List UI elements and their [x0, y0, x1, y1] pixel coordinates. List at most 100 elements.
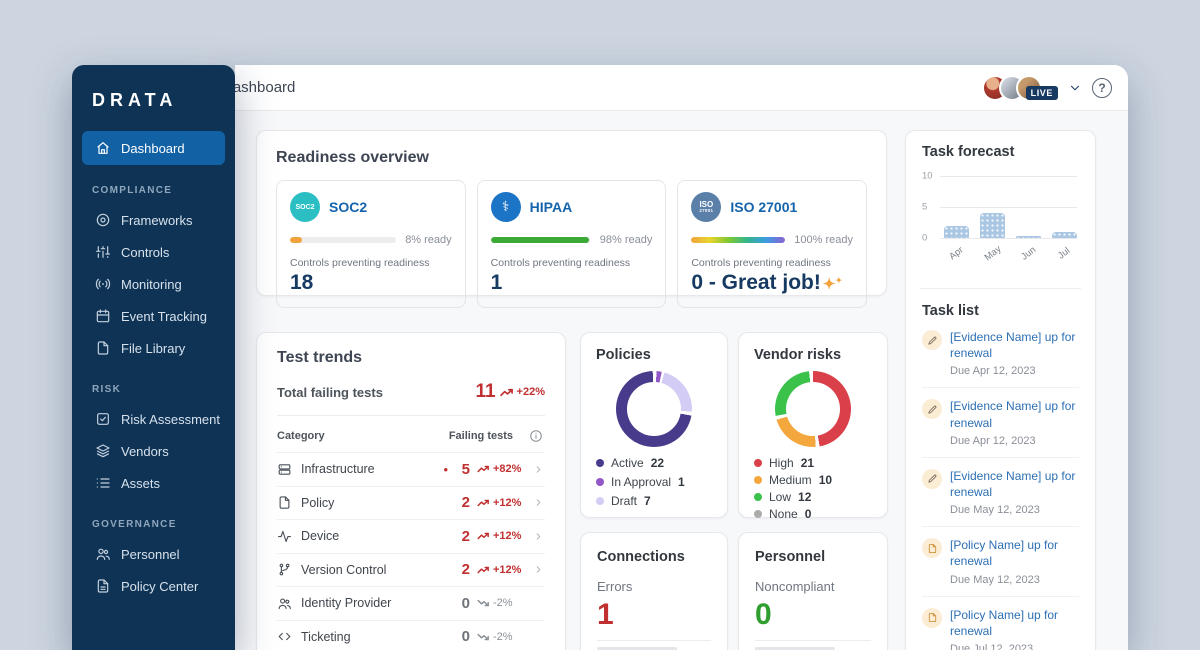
- sidebar-item-policy-center[interactable]: Policy Center: [72, 570, 235, 602]
- failing-count: 2: [461, 494, 470, 512]
- test-trend-row-ticketing[interactable]: Ticketing 0 -2%: [277, 619, 545, 650]
- framework-card-soc2[interactable]: SOC2 SOC2 8% ready Controls preventing r…: [276, 180, 466, 308]
- errors-label: Errors: [597, 579, 633, 594]
- x-axis-label: Apr: [947, 244, 966, 263]
- chevron-down-icon[interactable]: [1068, 81, 1082, 95]
- controls-value: 1: [490, 271, 503, 294]
- divider: [920, 288, 1081, 289]
- legend-item: High 21: [754, 456, 872, 470]
- sidebar-item-assets[interactable]: Assets: [72, 467, 235, 499]
- page-title: Dashboard: [222, 79, 296, 96]
- layers-icon: [95, 443, 111, 459]
- progress-bar: [691, 237, 786, 243]
- sidebar-item-dashboard[interactable]: Dashboard: [82, 131, 225, 165]
- framework-card-iso27001[interactable]: ISO 27001 ISO 27001 100% ready Controls …: [677, 180, 868, 308]
- sidebar-item-controls[interactable]: Controls: [72, 236, 235, 268]
- task-link[interactable]: [Policy Name] up for renewal: [950, 538, 1059, 569]
- framework-card-hipaa[interactable]: ⚕ HIPAA 98% ready Controls preventing re…: [476, 180, 667, 308]
- task-panel-card: Task forecast 10 5 0 Apr May Jun Jul Task l…: [905, 130, 1096, 650]
- task-link[interactable]: [Evidence Name] up for renewal: [950, 468, 1076, 499]
- sidebar-item-monitoring[interactable]: Monitoring: [72, 268, 235, 300]
- controls-value: 18: [290, 271, 314, 294]
- policies-donut-chart: [616, 371, 692, 447]
- help-icon[interactable]: ?: [1092, 77, 1112, 98]
- frameworks-icon: [95, 212, 111, 228]
- policies-card: Policies Active 22 In Approval 1 Draft 7: [580, 332, 728, 518]
- task-due-date: Due May 12, 2023: [950, 504, 1040, 517]
- live-badge: LIVE: [1025, 85, 1058, 100]
- total-failing-label: Total failing tests: [277, 384, 383, 400]
- vendor-risks-donut-chart: [775, 371, 851, 447]
- users-icon: [277, 596, 292, 611]
- forecast-bar: May: [980, 176, 1005, 263]
- code-icon: [277, 629, 292, 644]
- chevron-right-icon[interactable]: [533, 464, 545, 475]
- test-trend-row-infrastructure[interactable]: Infrastructure • 5 +82%: [277, 452, 545, 486]
- task-list-item: [Evidence Name] up for renewal Due Apr 1…: [922, 319, 1079, 389]
- personnel-title: Personnel: [755, 549, 826, 565]
- framework-name: HIPAA: [529, 199, 573, 215]
- sidebar-item-frameworks[interactable]: Frameworks: [72, 204, 235, 236]
- sidebar-item-personnel[interactable]: Personnel: [72, 538, 235, 570]
- test-trend-row-policy[interactable]: Policy 2 +12%: [277, 485, 545, 520]
- category-column-header: Category: [277, 430, 325, 442]
- sidebar-item-risk-assessment[interactable]: Risk Assessment: [72, 403, 235, 435]
- sidebar-item-file-library[interactable]: File Library: [72, 332, 235, 364]
- x-axis-label: Jun: [1019, 244, 1038, 263]
- clipped-text: [597, 647, 677, 650]
- chevron-right-icon[interactable]: [533, 564, 545, 575]
- chevron-right-icon[interactable]: [533, 497, 545, 508]
- connections-card: Connections Errors 1: [580, 532, 728, 650]
- task-forecast-chart: 10 5 0 Apr May Jun Jul: [922, 171, 1079, 272]
- controls-label: Controls preventing readiness: [490, 257, 631, 269]
- task-link[interactable]: [Evidence Name] up for renewal: [950, 330, 1076, 361]
- task-due-date: Due May 12, 2023: [950, 573, 1040, 586]
- task-forecast-title: Task forecast: [922, 144, 1015, 160]
- noncompliant-value: 0: [755, 598, 772, 631]
- task-list-item: [Evidence Name] up for renewal Due Apr 1…: [922, 388, 1079, 458]
- sidebar-item-vendors[interactable]: Vendors: [72, 435, 235, 467]
- percent-ready-label: 8% ready: [405, 234, 452, 246]
- sliders-icon: [95, 244, 111, 260]
- test-trend-row-device[interactable]: Device 2 +12%: [277, 519, 545, 553]
- check-square-icon: [95, 411, 111, 427]
- info-icon[interactable]: [529, 429, 543, 443]
- calendar-icon: [95, 308, 111, 324]
- trend-up-indicator: +12%: [477, 564, 533, 576]
- test-trend-row-version-control[interactable]: Version Control 2 +12%: [277, 552, 545, 587]
- test-trends-card: Test trends Total failing tests 11 +22% …: [256, 332, 566, 650]
- divider: [755, 640, 871, 641]
- avatar-group[interactable]: LIVE: [981, 74, 1058, 101]
- forecast-bar: Apr: [944, 176, 969, 262]
- trend-up-indicator: +22%: [499, 386, 545, 398]
- task-link[interactable]: [Policy Name] up for renewal: [950, 607, 1059, 638]
- total-failing-value: 11: [475, 381, 496, 402]
- task-link[interactable]: [Evidence Name] up for renewal: [950, 399, 1076, 430]
- test-trend-row-identity-provider[interactable]: Identity Provider 0 -2%: [277, 586, 545, 620]
- task-list-item: [Evidence Name] up for renewal Due May 1…: [922, 458, 1079, 528]
- legend-item: Low 12: [754, 490, 872, 504]
- task-list-item: [Policy Name] up for renewal Due Jul 12,…: [922, 597, 1079, 650]
- chevron-right-icon[interactable]: [533, 531, 545, 542]
- clipped-text: [755, 647, 835, 650]
- document-icon: [922, 607, 942, 628]
- failing-count: 2: [461, 527, 470, 545]
- pen-icon: [922, 468, 942, 489]
- framework-name: SOC2: [329, 199, 368, 215]
- controls-value: 0 - Great job! ✦✦: [691, 271, 843, 294]
- vendor-risks-title: Vendor risks: [754, 347, 842, 363]
- users-icon: [95, 546, 111, 562]
- app-window: Dashboard LIVE ? Readiness overview SOC2: [222, 65, 1128, 650]
- divider: [597, 640, 711, 641]
- failing-tests-column-header: Failing tests: [448, 430, 513, 442]
- drata-logo: DRATA: [92, 90, 178, 110]
- sidebar-item-event-tracking[interactable]: Event Tracking: [72, 300, 235, 332]
- soc2-badge-icon: SOC2: [290, 192, 320, 222]
- readiness-overview-card: Readiness overview SOC2 SOC2 8% ready Co…: [256, 130, 887, 308]
- framework-row: SOC2 SOC2 8% ready Controls preventing r…: [276, 180, 868, 308]
- framework-name: ISO 27001: [730, 199, 798, 215]
- trend-up-indicator: +12%: [477, 530, 533, 542]
- errors-value: 1: [597, 598, 614, 631]
- sparkle-icon: ✦✦: [822, 276, 843, 293]
- forecast-bar: Jun: [1016, 176, 1041, 263]
